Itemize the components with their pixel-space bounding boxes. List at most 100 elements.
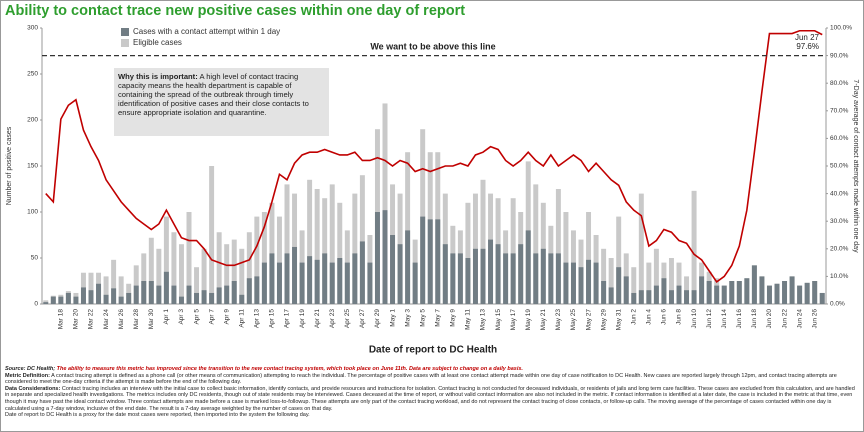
x-tick-label: Mar 20 — [73, 309, 80, 330]
x-tick-label: Mar 22 — [88, 309, 95, 330]
y2-tick-label: 40.0% — [830, 190, 849, 197]
bar — [344, 262, 350, 304]
bar — [676, 285, 682, 304]
y2-tick-label: 70.0% — [830, 108, 849, 115]
bar — [631, 292, 637, 304]
bar — [96, 283, 102, 304]
bar — [819, 292, 825, 304]
footnotes: Source: DC Health; The ability to measur… — [5, 366, 857, 419]
bar — [797, 285, 803, 304]
bar — [608, 287, 614, 304]
y2-axis-title: 7-Day average of contact attempts made w… — [852, 79, 859, 253]
legend-label: Cases with a contact attempt within 1 da… — [133, 27, 280, 36]
x-tick-label: Jun 6 — [661, 309, 668, 325]
bar — [254, 216, 260, 304]
bar — [691, 290, 697, 304]
footnote-text: Date of report to DC Health is a proxy f… — [5, 412, 310, 419]
bar — [186, 212, 192, 304]
y-tick-label: 50 — [31, 255, 39, 262]
bar — [699, 276, 705, 304]
x-tick-label: Jun 26 — [811, 309, 818, 329]
x-tick-label: May 29 — [600, 309, 607, 331]
bar — [65, 292, 71, 304]
y2-tick-label: 30.0% — [830, 218, 849, 225]
x-tick-label: Apr 25 — [344, 309, 351, 329]
y-tick-label: 200 — [27, 117, 38, 124]
x-tick-label: Apr 13 — [254, 309, 261, 329]
bar — [246, 278, 252, 304]
bar — [510, 253, 516, 304]
x-tick-label: May 7 — [434, 309, 441, 327]
bar — [359, 175, 365, 304]
bar — [653, 285, 659, 304]
x-tick-label: Mar 30 — [148, 309, 155, 330]
x-tick-label: Apr 21 — [314, 309, 321, 329]
bar — [329, 262, 335, 304]
bar — [578, 267, 584, 304]
bar — [246, 232, 252, 304]
bar — [668, 258, 674, 304]
bar — [729, 281, 735, 304]
x-tick-label: Apr 17 — [284, 309, 291, 329]
chart: Number of positive cases 7-Day average o… — [6, 25, 859, 356]
bar — [224, 244, 230, 304]
bar — [171, 285, 177, 304]
bar — [73, 296, 79, 304]
bar — [638, 193, 644, 304]
bar — [586, 212, 592, 304]
bar — [405, 152, 411, 304]
x-tick-label: Apr 7 — [208, 309, 215, 325]
x-tick-label: Jun 10 — [691, 309, 698, 329]
bar — [352, 193, 358, 304]
x-tick-label: Apr 15 — [269, 309, 276, 329]
bar — [111, 259, 117, 304]
bar — [616, 267, 622, 304]
chart-title: Ability to contact trace new positive ca… — [5, 3, 466, 19]
bar — [420, 216, 426, 304]
bar — [706, 281, 712, 304]
bar — [80, 287, 86, 304]
bar — [148, 237, 154, 304]
bar — [178, 244, 184, 304]
bar — [276, 216, 282, 304]
bar — [684, 290, 690, 304]
bar — [586, 259, 592, 304]
bar — [804, 282, 810, 304]
bar — [533, 184, 539, 304]
footnote-label: Data Considerations: — [5, 385, 61, 392]
x-tick-label: Apr 3 — [178, 309, 185, 325]
bar — [156, 248, 162, 304]
bar — [261, 262, 267, 304]
threshold-label: We want to be above this line — [370, 41, 495, 51]
bar — [721, 285, 727, 304]
bar — [525, 230, 531, 304]
footnote-text: The ability to measure this metric has i… — [56, 366, 523, 372]
x-tick-label: Jun 14 — [721, 309, 728, 329]
x-tick-label: May 1 — [389, 309, 396, 327]
bar — [239, 294, 245, 304]
y-tick-label: 300 — [27, 25, 38, 32]
bar — [601, 248, 607, 304]
bar — [646, 290, 652, 304]
bar — [314, 259, 320, 304]
bar — [314, 189, 320, 304]
y2-tick-label: 100.0% — [830, 25, 852, 32]
x-tick-label: May 19 — [525, 309, 532, 331]
bar — [442, 244, 448, 304]
x-tick-label: Apr 27 — [359, 309, 366, 329]
y2-tick-label: 10.0% — [830, 273, 849, 280]
x-tick-label: Apr 23 — [329, 309, 336, 329]
bar — [352, 253, 358, 304]
bar — [676, 262, 682, 304]
bar — [427, 219, 433, 304]
bar — [239, 248, 245, 304]
x-tick-label: May 21 — [540, 309, 547, 331]
bar — [216, 232, 222, 304]
x-tick-label: Jun 8 — [676, 309, 683, 325]
bar — [782, 281, 788, 304]
bar — [714, 285, 720, 304]
bar — [744, 278, 750, 304]
y-tick-label: 250 — [27, 71, 38, 78]
bar — [254, 276, 260, 304]
